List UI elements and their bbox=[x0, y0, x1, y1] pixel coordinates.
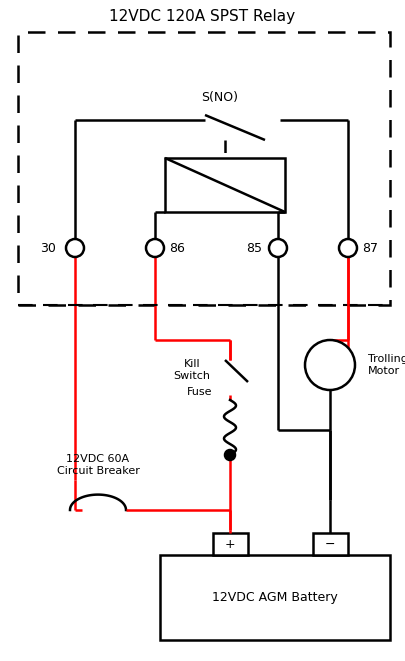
Text: 87: 87 bbox=[362, 241, 378, 254]
Circle shape bbox=[339, 239, 357, 257]
Circle shape bbox=[66, 239, 84, 257]
Text: 12VDC 60A
Circuit Breaker: 12VDC 60A Circuit Breaker bbox=[57, 454, 139, 476]
Text: +: + bbox=[225, 537, 235, 551]
Text: −: − bbox=[325, 537, 335, 551]
Text: S(NO): S(NO) bbox=[202, 91, 239, 104]
Circle shape bbox=[146, 239, 164, 257]
Circle shape bbox=[225, 450, 235, 460]
Circle shape bbox=[269, 239, 287, 257]
Text: Trolling
Motor: Trolling Motor bbox=[368, 354, 405, 376]
Text: Kill
Switch: Kill Switch bbox=[173, 359, 211, 381]
Bar bbox=[160, 555, 390, 640]
Bar bbox=[213, 533, 248, 555]
Text: 86: 86 bbox=[169, 241, 185, 254]
Circle shape bbox=[305, 340, 355, 390]
Bar bbox=[165, 158, 285, 212]
Bar bbox=[313, 533, 348, 555]
Bar bbox=[18, 32, 390, 305]
Text: 30: 30 bbox=[40, 241, 56, 254]
Text: 12VDC AGM Battery: 12VDC AGM Battery bbox=[212, 591, 338, 604]
Text: 85: 85 bbox=[246, 241, 262, 254]
Text: Fuse: Fuse bbox=[187, 387, 213, 397]
Text: 12VDC 120A SPST Relay: 12VDC 120A SPST Relay bbox=[109, 9, 296, 24]
